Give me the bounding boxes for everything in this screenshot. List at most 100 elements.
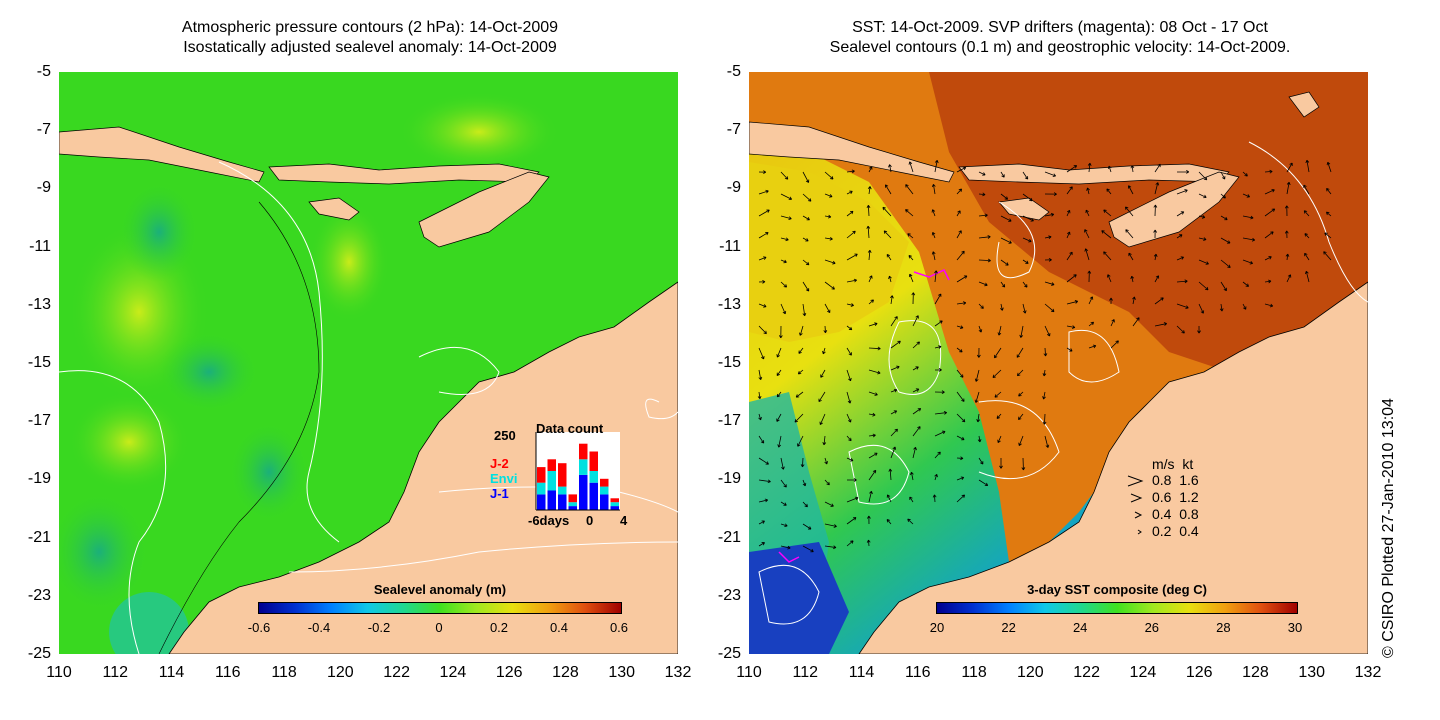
velocity-arrow: [890, 295, 894, 305]
velocity-arrow: [912, 341, 920, 349]
sealevel-contour: [978, 400, 1060, 480]
velocity-arrow: [802, 545, 814, 553]
velocity-arrow: [1305, 159, 1310, 173]
velocity-arrow: [978, 171, 986, 176]
right-title-line2: Sealevel contours (0.1 m) and geostrophi…: [829, 39, 1291, 56]
velocity-arrow: [846, 457, 854, 462]
right-colorbar: [936, 602, 1298, 614]
velocity-arrow: [956, 275, 968, 283]
velocity-arrow: [1198, 215, 1206, 219]
velocity-arrow: [912, 426, 921, 437]
velocity-arrow: [974, 369, 980, 382]
colorbar-tick-label: 20: [929, 620, 945, 635]
pressure-contour: [288, 541, 678, 573]
inset-ymax-label: 250: [494, 428, 516, 443]
data-count-inset: [535, 432, 620, 511]
velocity-arrow: [931, 209, 936, 217]
velocity-arrow: [758, 189, 769, 195]
velocity-arrow: [1219, 303, 1224, 312]
inset-bar-segment: [589, 471, 598, 483]
velocity-arrow: [1127, 185, 1134, 195]
velocity-arrow: [802, 193, 812, 202]
velocity-arrow: [846, 210, 854, 217]
velocity-arrow: [846, 325, 853, 331]
velocity-arrow: [780, 193, 793, 200]
velocity-arrow: [882, 206, 892, 217]
x-tick-label: 132: [664, 664, 692, 681]
velocity-arrow: [1044, 171, 1057, 177]
y-tick-label: -23: [27, 586, 51, 604]
velocity-arrow: [1042, 413, 1047, 425]
velocity-arrow: [846, 230, 856, 239]
velocity-arrow: [1066, 251, 1073, 261]
velocity-arrow: [1154, 163, 1161, 173]
y-tick-label: -15: [27, 354, 51, 371]
velocity-arrow: [934, 270, 938, 283]
x-tick-label: 110: [46, 664, 72, 681]
sealevel-contour: [848, 444, 910, 505]
velocity-arrow: [780, 237, 789, 242]
velocity-arrow: [780, 303, 787, 315]
colorbar-tick-label: 30: [1287, 620, 1303, 635]
velocity-arrow: [868, 433, 876, 438]
velocity-arrow: [1125, 229, 1134, 239]
left-colorbar-title: Sealevel anomaly (m): [373, 582, 507, 597]
inset-bar-segment: [600, 486, 609, 495]
velocity-arrow: [1066, 209, 1071, 217]
velocity-arrow: [1176, 256, 1184, 261]
colorbar-tick-label: 22: [1001, 620, 1016, 635]
velocity-arrow: [758, 369, 763, 381]
velocity-arrow: [758, 520, 765, 525]
y-tick-label: -7: [36, 121, 51, 139]
velocity-arrow: [780, 281, 788, 288]
velocity-arrow: [846, 347, 852, 356]
velocity-arrow: [1066, 274, 1077, 283]
velocity-arrow: [780, 479, 787, 488]
velocity-arrow: [1220, 281, 1227, 292]
velocity-arrow: [802, 171, 810, 183]
velocity-arrow: [1326, 161, 1332, 173]
velocity-arrow: [934, 410, 948, 415]
x-tick-label: 120: [1017, 664, 1044, 681]
x-tick-label: 124: [439, 664, 467, 681]
velocity-arrow: [1198, 281, 1209, 291]
x-tick-label: 122: [383, 664, 410, 681]
velocity-arrow: [956, 301, 967, 305]
velocity-arrow: [1176, 170, 1190, 174]
velocity-arrow: [1103, 251, 1112, 261]
velocity-arrow: [978, 457, 984, 465]
x-tick-label: 126: [1185, 664, 1213, 681]
velocity-arrow: [1154, 182, 1160, 195]
velocity-arrow: [846, 253, 858, 261]
velocity-arrow: [956, 166, 967, 173]
velocity-arrow: [802, 303, 807, 317]
x-tick-label: 132: [1354, 664, 1382, 681]
inset-xlabel-end: 4: [620, 513, 628, 528]
velocity-arrow: [890, 365, 900, 371]
velocity-arrow: [890, 340, 901, 349]
velocity-arrow: [798, 347, 804, 354]
velocity-arrow: [1084, 229, 1090, 239]
velocity-arrow: [1130, 165, 1135, 173]
velocity-arrow: [1018, 413, 1024, 421]
velocity-arrow: [912, 446, 917, 459]
velocity-arrow: [956, 347, 963, 353]
velocity-arrow: [780, 215, 792, 221]
speed-legend-header: m/s kt: [1152, 456, 1194, 472]
velocity-arrow: [1087, 270, 1092, 283]
velocity-arrow: [758, 303, 767, 308]
velocity-arrow: [956, 210, 961, 217]
inset-legend-envi: Envi: [490, 471, 518, 486]
velocity-arrow: [846, 496, 859, 503]
velocity-arrow: [780, 545, 791, 550]
velocity-arrow: [867, 186, 872, 195]
speed-legend-row: 0.2 0.4: [1152, 523, 1199, 539]
velocity-arrow: [1220, 259, 1231, 268]
drifter-track: [778, 551, 800, 563]
colorbar-tick-label: 24: [1072, 620, 1088, 635]
velocity-arrow: [908, 254, 914, 261]
colorbar-tick-label: 0.6: [609, 620, 629, 635]
colorbar-tick-label: -0.6: [247, 620, 271, 635]
inset-bar-segment: [568, 506, 577, 510]
velocity-arrow: [802, 237, 809, 242]
